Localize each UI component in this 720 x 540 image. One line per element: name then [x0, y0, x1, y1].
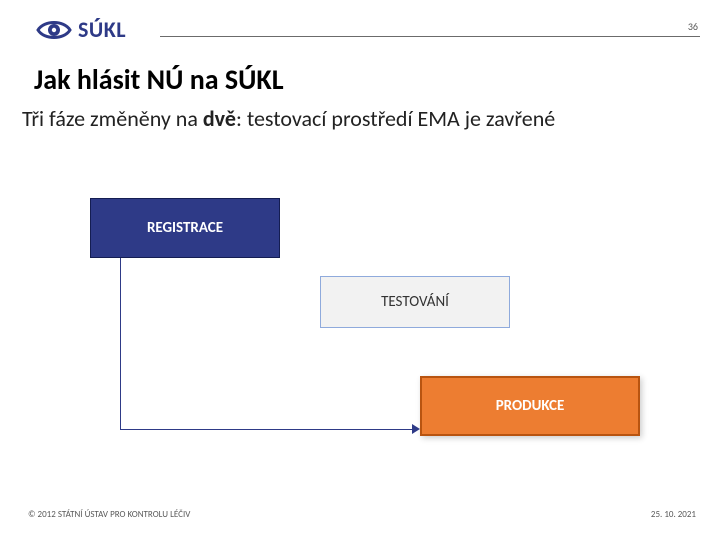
flow-box-registrace: REGISTRACE	[90, 198, 280, 258]
header-rule	[160, 36, 700, 37]
logo: SÚKL	[36, 16, 126, 43]
footer-copyright: © 2012 STÁTNÍ ÚSTAV PRO KONTROLU LÉČIV	[28, 509, 190, 520]
slide: SÚKL 36 Jak hlásit NÚ na SÚKL Tři fáze z…	[0, 0, 720, 540]
page-number: 36	[688, 20, 698, 33]
footer-date: 25. 10. 2021	[651, 509, 696, 520]
flow-box-testovani: TESTOVÁNÍ	[320, 276, 510, 328]
flow-box-label: TESTOVÁNÍ	[381, 293, 449, 311]
flow-box-label: REGISTRACE	[147, 219, 223, 237]
slide-subtitle: Tři fáze změněny na dvě: testovací prost…	[22, 106, 690, 133]
flow-box-produkce: PRODUKCE	[420, 376, 640, 436]
subtitle-bold: dvě	[203, 105, 236, 132]
subtitle-prefix: Tři fáze změněny na	[22, 105, 203, 132]
logo-eye-icon	[36, 18, 72, 42]
slide-title: Jak hlásit NÚ na SÚKL	[34, 62, 284, 97]
flow-box-label: PRODUKCE	[496, 397, 565, 415]
subtitle-suffix: : testovací prostředí EMA je zavřené	[236, 105, 555, 132]
connector-vertical	[120, 258, 121, 430]
arrow-head-icon	[412, 424, 420, 434]
connector-horizontal	[120, 429, 412, 430]
logo-text: SÚKL	[78, 16, 126, 43]
flow-diagram: REGISTRACE TESTOVÁNÍ PRODUKCE	[0, 190, 720, 450]
